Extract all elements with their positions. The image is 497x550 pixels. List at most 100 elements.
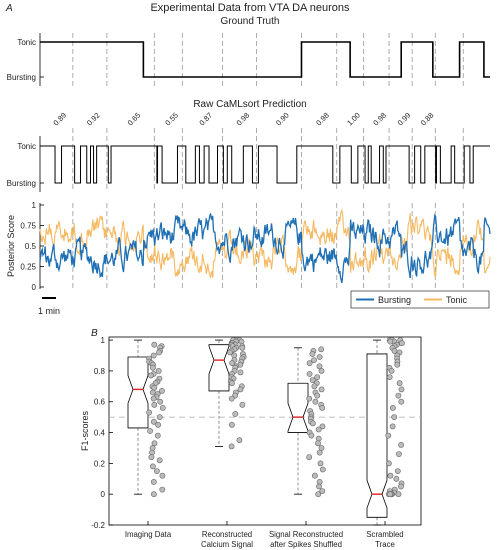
data-point [393, 475, 400, 482]
segment-score-label: 0.99 [396, 111, 413, 128]
posterior-legend: Bursting Tonic [350, 290, 490, 309]
data-point [153, 468, 160, 474]
data-point [312, 398, 319, 405]
data-point [387, 472, 394, 479]
gt-ytick-label-bursting: Bursting [7, 73, 36, 82]
boxplot-ytick-label: 0.6 [94, 398, 106, 407]
legend-label-bursting: Bursting [378, 295, 411, 305]
legend-label-tonic: Tonic [446, 295, 468, 305]
segment-score-label: 0.98 [235, 111, 252, 128]
data-point [395, 451, 402, 457]
segment-score-label: 0.90 [274, 111, 291, 128]
data-point [150, 491, 157, 498]
category-label: Imaging Data [125, 530, 172, 539]
posterior-ytick-label: 0.75 [20, 222, 36, 231]
bursting-posterior-line [39, 213, 491, 284]
data-point [318, 386, 325, 393]
boxplot-ytick-label: 0.8 [94, 367, 106, 376]
box-2 [208, 344, 230, 392]
figure-title: Experimental Data from VTA DA neurons [150, 2, 350, 14]
data-point [309, 377, 316, 383]
data-point [386, 374, 393, 380]
data-point [311, 383, 318, 390]
data-point [396, 380, 403, 387]
segment-score-label: 0.65 [126, 111, 143, 128]
category-label: Reconstructed [202, 530, 252, 539]
data-point [309, 351, 316, 357]
scale-bar: 1 min [38, 297, 60, 316]
data-point [315, 426, 322, 433]
data-point [237, 386, 244, 393]
data-point [227, 349, 233, 356]
data-point [306, 454, 313, 461]
data-point [314, 374, 321, 380]
box-4 [366, 353, 388, 518]
segment-score-label: 0.98 [314, 111, 331, 128]
posterior-ytick-label: 0 [32, 283, 37, 292]
posterior-ytick-label: 1 [32, 201, 37, 210]
data-point [318, 346, 325, 353]
data-point [147, 372, 154, 379]
data-point [154, 432, 161, 439]
data-point [149, 389, 156, 396]
boxplot-ytick-label: -0.2 [91, 521, 105, 530]
ground-truth-chart: Tonic Bursting [7, 33, 490, 86]
data-point [228, 421, 235, 428]
data-point [319, 488, 326, 494]
category-label: Scrambled [366, 530, 403, 539]
boxplot-ytick-label: 0.4 [94, 429, 106, 438]
data-point [157, 398, 164, 405]
boxplot-ytick-label: 0.2 [94, 459, 106, 468]
data-point [394, 468, 401, 474]
box-3 [287, 382, 309, 433]
data-point [394, 361, 401, 368]
segment-score-label: 0.88 [419, 111, 436, 128]
data-point [391, 347, 398, 354]
posterior-y-label: Posterior Score [6, 215, 16, 277]
data-point [159, 486, 166, 493]
data-point [155, 421, 161, 428]
data-point [387, 491, 393, 498]
segment-score-label: 0.98 [371, 111, 388, 128]
data-point [147, 428, 153, 434]
data-point [150, 478, 157, 485]
tonic-posterior-line [39, 208, 491, 278]
panel-a-label: A [5, 3, 13, 14]
data-point [228, 395, 235, 402]
data-point [306, 360, 313, 367]
boxplot-y-label: F1-scores [80, 411, 90, 452]
data-point [150, 418, 157, 425]
data-point [306, 371, 313, 377]
data-point [239, 344, 246, 351]
data-point [309, 420, 316, 427]
posterior-ytick-label: 0.25 [20, 263, 36, 272]
data-point [318, 367, 325, 374]
segment-score-label: 0.87 [197, 111, 214, 128]
data-point [388, 367, 395, 374]
data-point [385, 432, 392, 439]
data-point [228, 443, 235, 450]
data-point [398, 340, 405, 347]
boxplot-ytick-label: 1 [101, 336, 106, 345]
data-point [395, 392, 402, 399]
data-point [319, 423, 326, 430]
data-point [159, 404, 166, 411]
data-point [155, 367, 162, 374]
data-point [148, 454, 155, 461]
category-label: after Spikes Shuffled [270, 540, 342, 549]
data-point [228, 380, 235, 387]
data-point [319, 466, 326, 473]
gt-ytick-label-tonic: Tonic [17, 38, 36, 47]
prediction-chart: Tonic Bursting 0.89 0.92 0.65 0.55 0.87 0.98 0.9… [7, 111, 490, 192]
data-point [311, 357, 317, 363]
posterior-ytick-label: 0.5 [25, 242, 37, 251]
pred-ytick-label-tonic: Tonic [17, 142, 36, 151]
data-point [151, 341, 158, 348]
f1-boxplot-chart: -0.2 0 0.2 0.4 0.6 0.8 1 F1-scores Imaging Data R… [80, 336, 422, 549]
data-point [316, 354, 323, 360]
data-point [391, 414, 398, 420]
boxplot-ytick-label: 0 [101, 490, 106, 499]
data-point [387, 338, 394, 345]
posterior-chart: 0 0.25 0.5 0.75 1 Posterior Score [6, 201, 491, 292]
category-label: Calcium Signal [201, 540, 253, 549]
